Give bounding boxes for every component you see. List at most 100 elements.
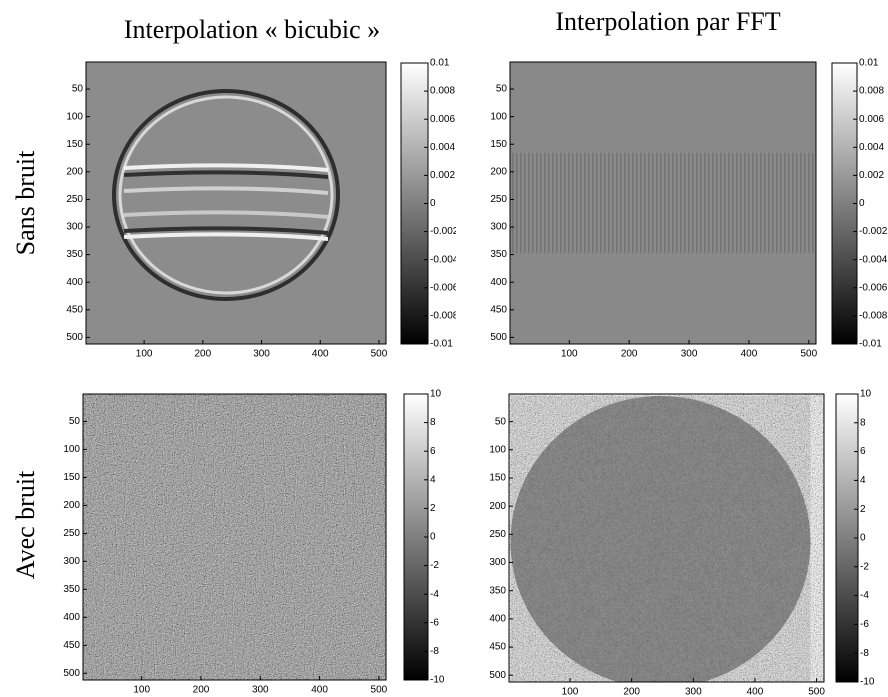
x-tick-label: 500: [800, 349, 817, 360]
colorbar-tick-label: -0.006: [430, 282, 459, 293]
colorbar-tick-label: 0.004: [430, 142, 455, 153]
y-tick-label: 150: [489, 473, 506, 484]
y-tick-label: 350: [63, 584, 80, 595]
y-tick-label: 500: [489, 670, 506, 681]
y-tick-label: 150: [66, 139, 83, 150]
colorbar-tick-label: -0.004: [859, 254, 888, 265]
colorbar-tick-label: 10: [860, 389, 872, 400]
colorbar-tick-label: 0: [430, 198, 436, 209]
y-tick-label: 200: [489, 501, 506, 512]
colorbar-tick-label: -0.002: [430, 226, 459, 237]
colorbar-tick-label: -4: [430, 589, 439, 600]
image-feature: [123, 163, 329, 172]
colorbar-tick-label: 0: [430, 532, 436, 543]
row-title: Avec bruit: [11, 470, 40, 579]
y-tick-label: 150: [490, 139, 507, 150]
x-tick-label: 500: [808, 687, 825, 697]
axes-frame: [82, 393, 387, 681]
image: [509, 394, 824, 682]
colorbar-tick-label: 6: [430, 446, 436, 457]
column-title: Interpolation par FFT: [555, 7, 780, 36]
y-tick-label: 300: [489, 557, 506, 568]
panel: 100 200 300 400 500 50 100 150 200 250 300 350 400 45…: [66, 58, 459, 360]
colorbar-tick-label: -0.008: [859, 311, 888, 322]
y-tick-label: 100: [490, 111, 507, 122]
colorbar-labels: 10 8 6 4 2 0 -2 -4 -6 -8 -10: [860, 389, 875, 688]
colorbar-tick-label: 0: [860, 533, 866, 544]
y-tick-label: 50: [496, 84, 508, 95]
image-feature: [123, 170, 329, 179]
colorbar-tick-label: -0.002: [859, 226, 888, 237]
image: [510, 62, 816, 344]
y-tick-label: 400: [66, 277, 83, 288]
y-tick-label: 400: [63, 612, 80, 623]
y-tick-label: 200: [63, 500, 80, 511]
y-tick-label: 350: [489, 585, 506, 596]
colorbar-tick-label: 0.008: [430, 86, 455, 97]
image-feature: [83, 394, 386, 680]
colorbar-tick-label: 0.006: [430, 114, 455, 125]
x-tick-label: 100: [136, 349, 153, 360]
colorbar-labels: 0.01 0.008 0.006 0.004 0.002 0 -0.002 -0.004 -0.…: [430, 58, 459, 350]
x-tick-label: 200: [193, 685, 210, 696]
x-tick-label: 400: [312, 349, 329, 360]
y-tick-label: 100: [63, 444, 80, 455]
y-tick-label: 250: [489, 529, 506, 540]
colorbar-tick-label: 0.004: [859, 142, 884, 153]
colorbar-labels: 0.01 0.008 0.006 0.004 0.002 0 -0.002 -0.004 -0.…: [859, 58, 888, 350]
y-tick-label: 450: [489, 642, 506, 653]
y-tick-label: 100: [66, 111, 83, 122]
colorbar-tick-label: 0.01: [430, 58, 450, 69]
column-title: Interpolation « bicubic »: [124, 15, 380, 44]
row-title: Sans bruit: [11, 150, 40, 256]
y-tick-label: 250: [490, 194, 507, 205]
colorbar-tick-label: -6: [860, 619, 869, 630]
y-tick-label: 50: [72, 84, 84, 95]
colorbar-tick-label: 0.008: [859, 86, 884, 97]
axes-frame: [509, 61, 817, 345]
colorbar-tick-label: -0.008: [430, 311, 459, 322]
axes-frame: [85, 61, 387, 345]
colorbar-tick-label: -0.01: [430, 339, 453, 350]
y-tick-label: 250: [63, 528, 80, 539]
y-tick-label: 400: [489, 614, 506, 625]
x-tick-label: 200: [621, 349, 638, 360]
image-feature: [510, 153, 816, 253]
colorbar-tick-label: -0.006: [859, 282, 888, 293]
image-feature: [123, 210, 329, 219]
y-tick-label: 300: [490, 222, 507, 233]
image-feature: [123, 232, 329, 241]
colorbar-tick-label: 8: [860, 417, 866, 428]
y-tick-label: 250: [66, 194, 83, 205]
colorbar-tick-label: -2: [430, 560, 439, 571]
colorbar-tick-label: -6: [430, 617, 439, 628]
colorbar-tick-label: -8: [430, 646, 439, 657]
image-feature: [112, 89, 340, 301]
y-tick-label: 300: [63, 556, 80, 567]
x-tick-label: 200: [623, 687, 640, 697]
y-tick-label: 200: [66, 166, 83, 177]
x-tick-label: 200: [194, 349, 211, 360]
y-tick-label: 500: [490, 332, 507, 343]
y-tick-label: 200: [490, 166, 507, 177]
x-tick-label: 100: [562, 687, 579, 697]
panel: 100 200 300 400 500 50 100 150 200 250 300 350 400 45…: [490, 58, 887, 360]
y-tick-label: 450: [66, 304, 83, 315]
y-tick-label: 350: [490, 249, 507, 260]
colorbar-tick-label: -4: [860, 590, 869, 601]
image: [83, 394, 386, 680]
colorbar: [400, 62, 429, 345]
colorbar-tick-label: -2: [860, 561, 869, 572]
image-background: [86, 62, 386, 344]
colorbar-tick-label: 0.002: [859, 170, 884, 181]
x-tick-label: 100: [561, 349, 578, 360]
colorbar-tick-label: 4: [860, 475, 866, 486]
x-tick-label: 500: [371, 349, 388, 360]
colorbar-tick-label: -0.01: [859, 339, 882, 350]
colorbar-tick-label: 0.002: [430, 170, 455, 181]
colorbar-tick-label: -10: [430, 675, 445, 686]
x-tick-label: 400: [747, 687, 764, 697]
colorbar: [831, 62, 858, 345]
y-tick-label: 300: [66, 222, 83, 233]
